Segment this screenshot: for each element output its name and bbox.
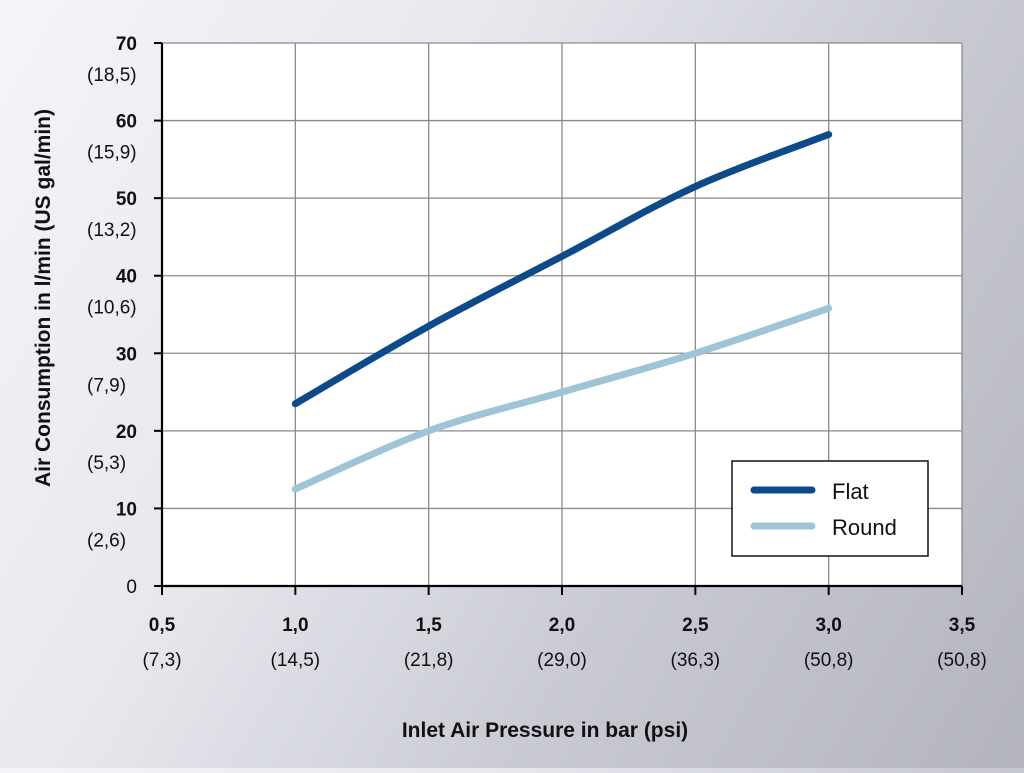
x-tick-label: 1,0 [282, 615, 308, 636]
y-tick-sublabel: (13,2) [87, 220, 137, 241]
x-tick-label: 2,0 [549, 615, 575, 636]
x-tick-sublabel: (7,3) [142, 650, 181, 671]
x-tick-label: 1,5 [415, 615, 442, 636]
x-tick-label: 3,0 [815, 615, 841, 636]
x-tick-sublabel: (50,8) [804, 650, 854, 671]
x-tick-label: 0,5 [149, 615, 176, 636]
y-tick-label: 0 [126, 577, 137, 598]
y-tick-label: 50 [116, 189, 137, 210]
y-tick-sublabel: (18,5) [87, 65, 137, 86]
y-tick-sublabel: (7,9) [87, 375, 126, 396]
y-tick-label: 30 [116, 344, 137, 365]
x-tick-sublabel: (14,5) [271, 650, 321, 671]
x-tick-label: 2,5 [682, 615, 709, 636]
y-tick-label: 20 [116, 422, 137, 443]
x-tick-sublabel: (36,3) [671, 650, 721, 671]
legend: Flat Round [732, 461, 928, 556]
y-tick-sublabel: (2,6) [87, 530, 126, 551]
x-tick-sublabel: (50,8) [937, 650, 987, 671]
x-axis-title: Inlet Air Pressure in bar (psi) [402, 719, 688, 742]
legend-label-round: Round [832, 515, 897, 540]
y-tick-label: 70 [116, 34, 137, 55]
y-tick-sublabel: (15,9) [87, 143, 137, 164]
y-tick-sublabel: (5,3) [87, 453, 126, 474]
y-tick-sublabel: (10,6) [87, 298, 137, 319]
y-tick-label: 10 [116, 499, 137, 520]
legend-box [732, 461, 928, 556]
legend-label-flat: Flat [832, 479, 869, 504]
y-tick-label: 40 [116, 267, 137, 288]
x-tick-sublabel: (29,0) [537, 650, 587, 671]
y-axis-title: Air Consumption in l/min (US gal/min) [32, 109, 55, 487]
x-tick-label: 3,5 [949, 615, 976, 636]
y-tick-label: 60 [116, 112, 137, 133]
x-tick-sublabel: (21,8) [404, 650, 454, 671]
